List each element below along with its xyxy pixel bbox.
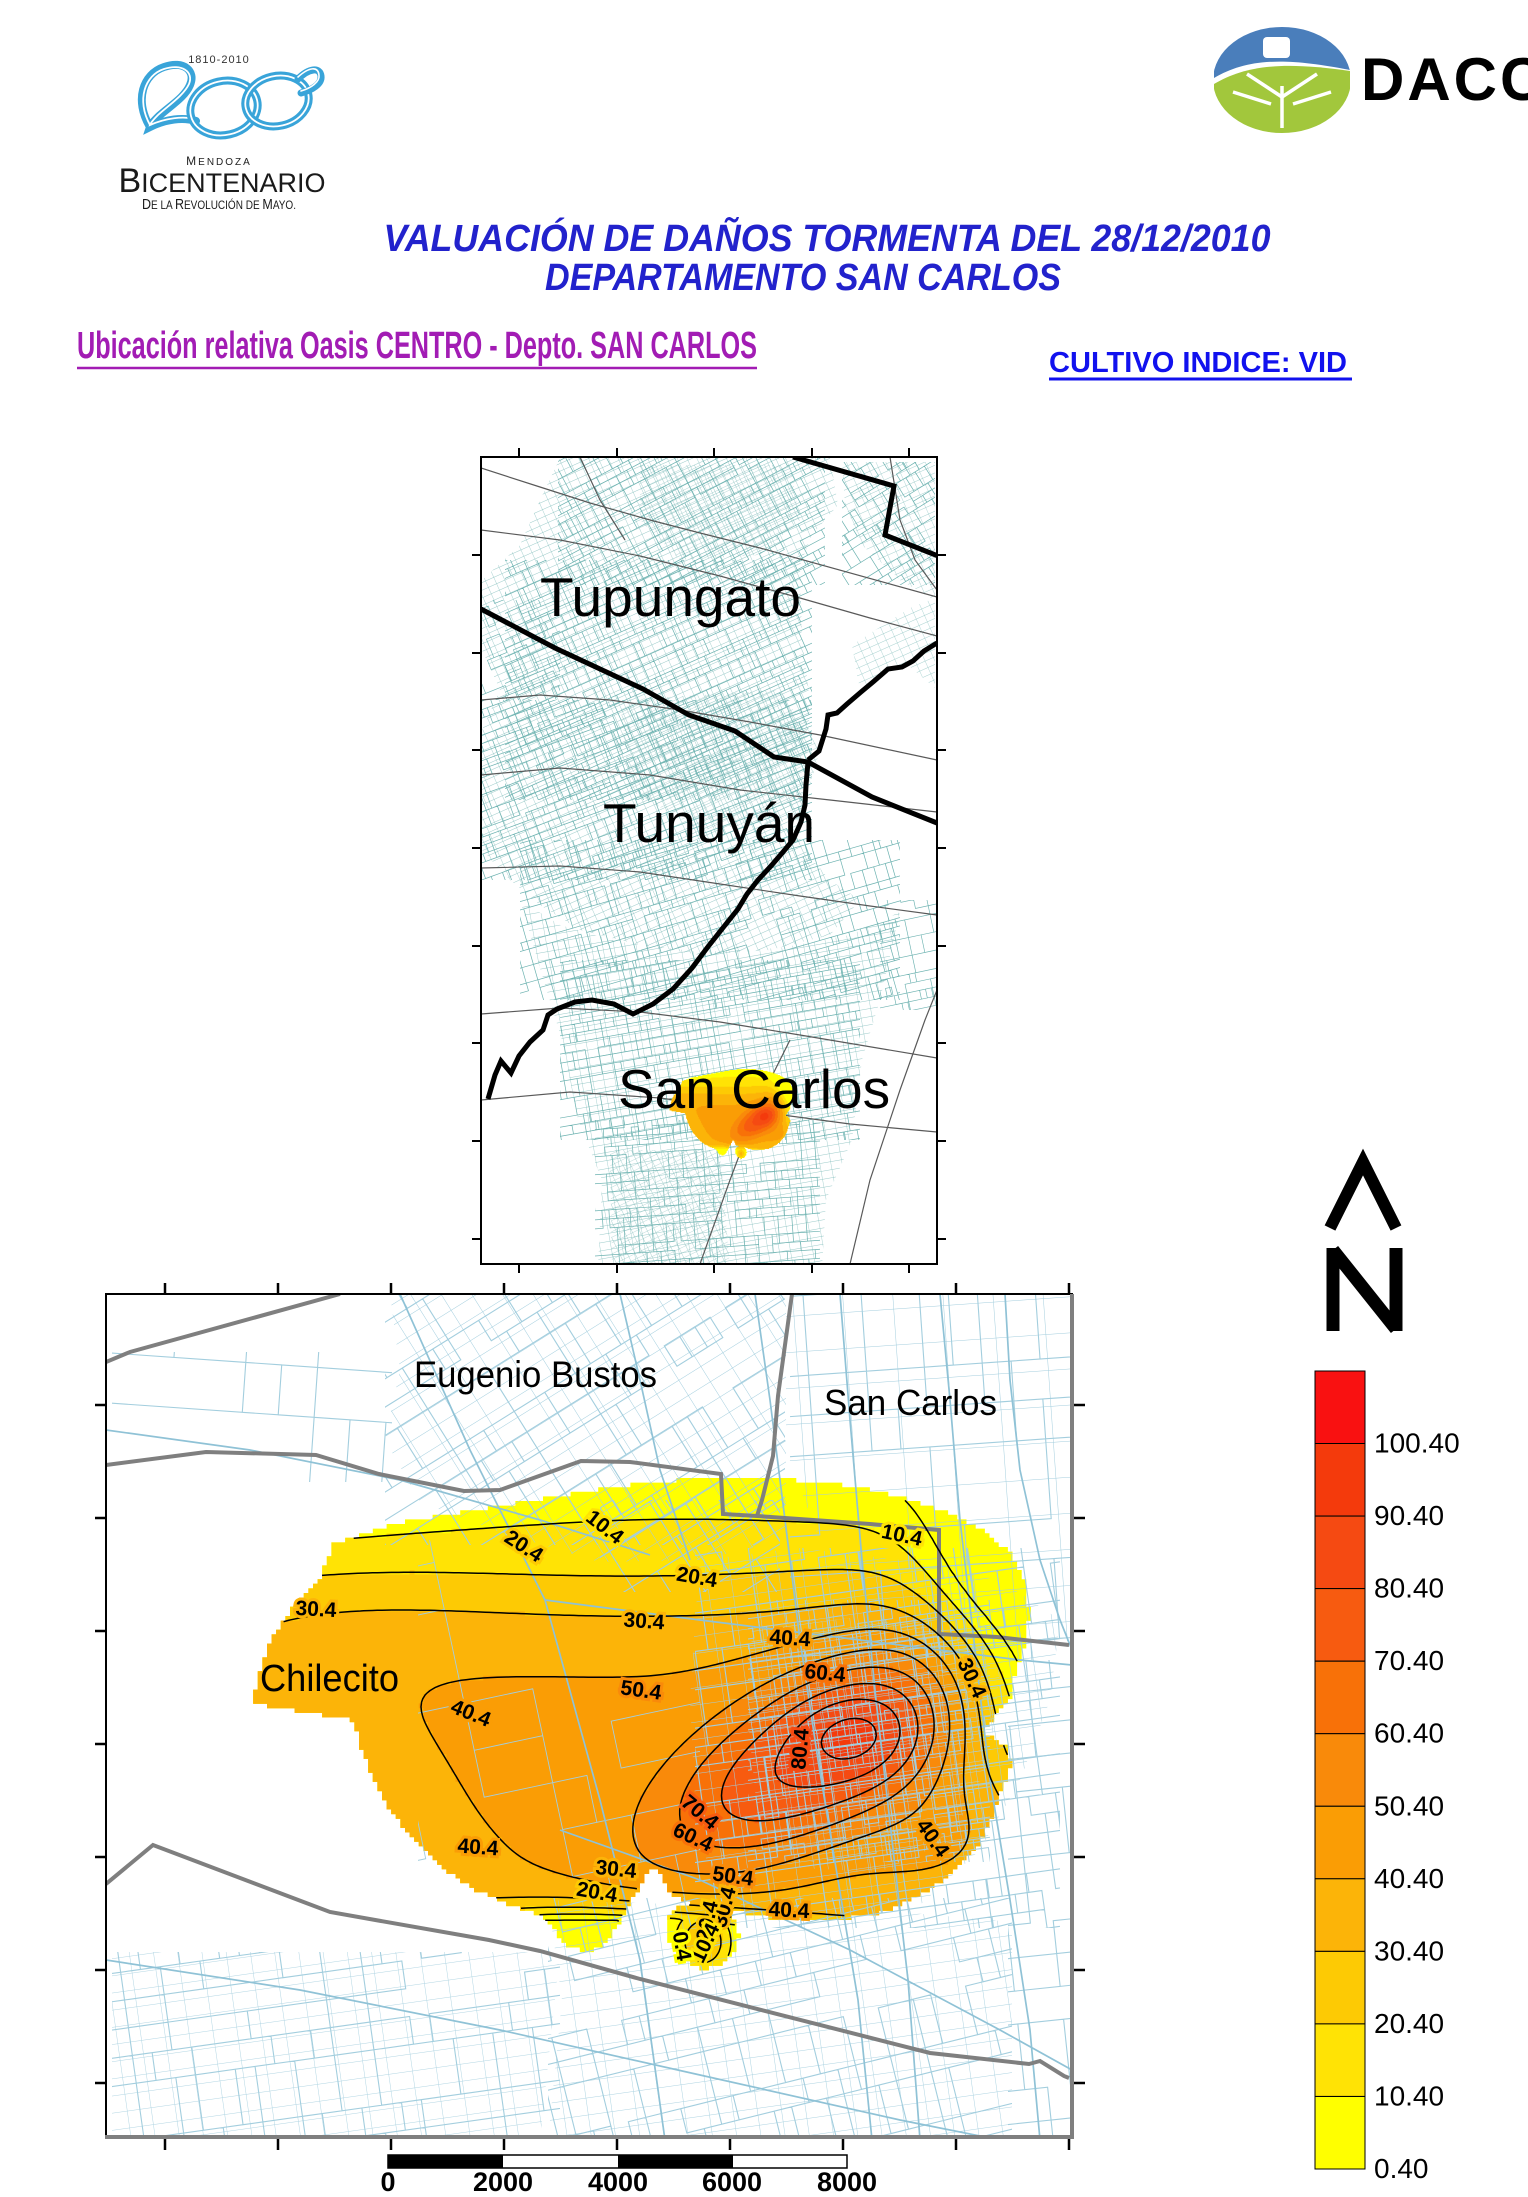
- svg-text:Eugenio Bustos: Eugenio Bustos: [414, 1354, 657, 1395]
- svg-text:90.40: 90.40: [1374, 1500, 1444, 1531]
- svg-text:San Carlos: San Carlos: [618, 1058, 890, 1120]
- svg-text:CULTIVO INDICE: VID: CULTIVO INDICE: VID: [1049, 347, 1347, 379]
- svg-text:80.4: 80.4: [787, 1727, 814, 1770]
- svg-text:1810-2010: 1810-2010: [188, 54, 250, 66]
- svg-text:40.4: 40.4: [457, 1835, 500, 1861]
- svg-text:80.40: 80.40: [1374, 1573, 1444, 1604]
- svg-text:DE LA REVOLUCIÓN DE MAYO.: DE LA REVOLUCIÓN DE MAYO.: [142, 196, 296, 213]
- svg-text:20.40: 20.40: [1374, 2008, 1444, 2039]
- svg-text:2000: 2000: [473, 2167, 533, 2192]
- svg-text:40.4: 40.4: [768, 1898, 810, 1923]
- svg-text:6000: 6000: [702, 2167, 762, 2192]
- svg-text:Chilecito: Chilecito: [260, 1658, 399, 1700]
- svg-text:70.40: 70.40: [1374, 1645, 1444, 1676]
- svg-text:0.40: 0.40: [1374, 2153, 1429, 2184]
- svg-text:30.4: 30.4: [623, 1609, 666, 1635]
- svg-text:Tupungato: Tupungato: [540, 566, 801, 628]
- svg-text:BICENTENARIO: BICENTENARIO: [119, 162, 326, 200]
- svg-text:8000: 8000: [817, 2167, 877, 2192]
- svg-text:40.4: 40.4: [769, 1626, 812, 1652]
- svg-text:10.40: 10.40: [1374, 2081, 1444, 2112]
- svg-text:DEPARTAMENTO SAN CARLOS: DEPARTAMENTO SAN CARLOS: [545, 257, 1061, 299]
- svg-text:Tunuyán: Tunuyán: [603, 792, 815, 854]
- svg-text:30.4: 30.4: [295, 1597, 337, 1622]
- svg-text:DACC: DACC: [1361, 46, 1528, 113]
- svg-text:30.4: 30.4: [594, 1856, 637, 1883]
- svg-text:San Carlos: San Carlos: [824, 1382, 997, 1423]
- svg-text:60.4: 60.4: [803, 1660, 846, 1687]
- svg-text:50.40: 50.40: [1374, 1790, 1444, 1821]
- svg-text:4000: 4000: [588, 2167, 648, 2192]
- svg-text:40.40: 40.40: [1374, 1863, 1444, 1894]
- svg-text:30.40: 30.40: [1374, 1935, 1444, 1966]
- svg-text:60.40: 60.40: [1374, 1718, 1444, 1749]
- svg-text:0: 0: [380, 2167, 395, 2192]
- svg-text:100.40: 100.40: [1374, 1428, 1460, 1459]
- svg-text:Ubicación relativa Oasis CENTR: Ubicación relativa Oasis CENTRO - Depto.…: [77, 325, 757, 367]
- svg-text:VALUACIÓN DE DAÑOS TORMENTA DE: VALUACIÓN DE DAÑOS TORMENTA DEL 28/12/20…: [384, 216, 1271, 260]
- svg-text:MENDOZA: MENDOZA: [186, 154, 252, 168]
